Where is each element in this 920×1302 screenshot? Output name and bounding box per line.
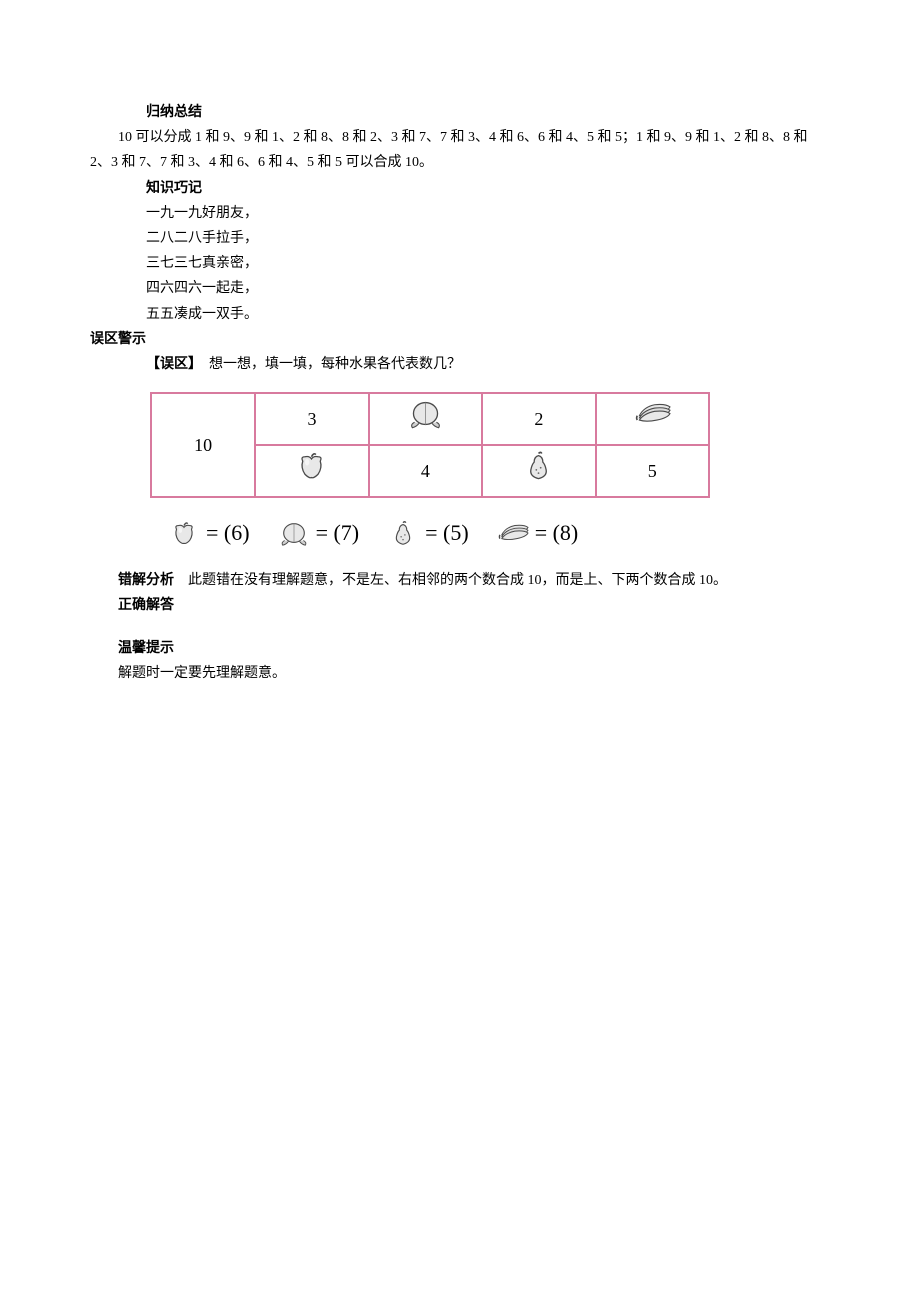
answer-row: = (6) = (7) = (5) = (8) [165, 513, 830, 553]
answer-value: = (8) [535, 513, 579, 553]
peach-icon [275, 518, 313, 548]
correct-answer-title: 正确解答 [90, 593, 830, 618]
mnemonic-line: 二八二八手拉手， [90, 226, 830, 251]
number-table: 10 3 2 4 5 [150, 392, 830, 498]
table-cell-pear [482, 445, 595, 497]
table-cell: 5 [596, 445, 709, 497]
answer-value: = (6) [206, 513, 250, 553]
answer-banana: = (8) [494, 513, 579, 553]
table-cell-apple [255, 445, 368, 497]
table-cell: 2 [482, 393, 595, 445]
answer-value: = (7) [316, 513, 360, 553]
answer-value: = (5) [425, 513, 469, 553]
mnemonic-line: 三七三七真亲密， [90, 251, 830, 276]
section-content: 10 可以分成 1 和 9、9 和 1、2 和 8、8 和 2、3 和 7、7 … [90, 125, 830, 175]
mnemonic-line: 一九一九好朋友， [90, 201, 830, 226]
answer-pear: = (5) [384, 513, 469, 553]
table-cell-banana [596, 393, 709, 445]
answer-peach: = (7) [275, 513, 360, 553]
tip-content: 解题时一定要先理解题意。 [90, 661, 830, 686]
error-analysis: 错解分析 此题错在没有理解题意，不是左、右相邻的两个数合成 10，而是上、下两个… [90, 568, 830, 593]
banana-icon [630, 396, 675, 431]
answer-apple: = (6) [165, 513, 250, 553]
section-title: 归纳总结 [90, 100, 830, 125]
apple-icon [289, 448, 334, 483]
apple-icon [165, 518, 203, 548]
table-cell-peach [369, 393, 482, 445]
table-cell-total: 10 [151, 393, 255, 497]
mnemonic-line: 五五凑成一双手。 [90, 302, 830, 327]
section-title: 误区警示 [90, 327, 830, 352]
tip-title: 温馨提示 [90, 636, 830, 661]
section-title: 知识巧记 [90, 176, 830, 201]
table-cell: 4 [369, 445, 482, 497]
peach-icon [403, 396, 448, 431]
pear-icon [384, 518, 422, 548]
question: 【误区】 想一想，填一填，每种水果各代表数几？ [90, 352, 830, 377]
banana-icon [494, 518, 532, 548]
pear-icon [516, 448, 561, 483]
mnemonic-line: 四六四六一起走， [90, 276, 830, 301]
table-cell: 3 [255, 393, 368, 445]
